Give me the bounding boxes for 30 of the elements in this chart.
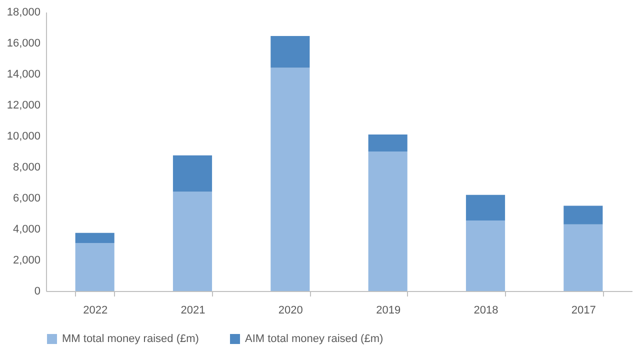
bar: [75, 242, 114, 291]
x-tick-label: 2020: [278, 304, 303, 316]
y-tick-label: 16,000: [6, 38, 40, 50]
bar: [466, 220, 506, 291]
x-tick-label: 2022: [83, 304, 108, 316]
y-tick-label: 14,000: [6, 68, 40, 80]
y-tick-label: 12,000: [6, 100, 40, 112]
y-tick-label: 10,000: [6, 130, 40, 142]
y-tick-label: 4,000: [12, 224, 40, 236]
y-tick-label: 6,000: [12, 192, 40, 204]
bar: [172, 155, 212, 192]
bar: [368, 134, 408, 152]
legend-label: MM total money raised (£m): [62, 333, 199, 345]
bar: [270, 68, 310, 291]
bar: [172, 192, 212, 291]
y-tick-label: 18,000: [6, 6, 40, 18]
bar: [75, 232, 114, 243]
y-tick-label: 2,000: [12, 254, 40, 266]
x-tick-label: 2021: [180, 304, 206, 316]
y-tick-label: 8,000: [12, 162, 40, 174]
x-tick-label: 2018: [474, 304, 498, 316]
bar: [564, 206, 603, 224]
bar: [368, 152, 408, 291]
bar: [270, 36, 310, 68]
x-tick-label: 2017: [571, 304, 596, 316]
bar: [564, 224, 603, 291]
x-tick-label: 2019: [376, 304, 401, 316]
legend-label: AIM total money raised (£m): [245, 333, 384, 345]
y-tick-label: 0: [34, 286, 40, 298]
bar: [466, 194, 506, 220]
